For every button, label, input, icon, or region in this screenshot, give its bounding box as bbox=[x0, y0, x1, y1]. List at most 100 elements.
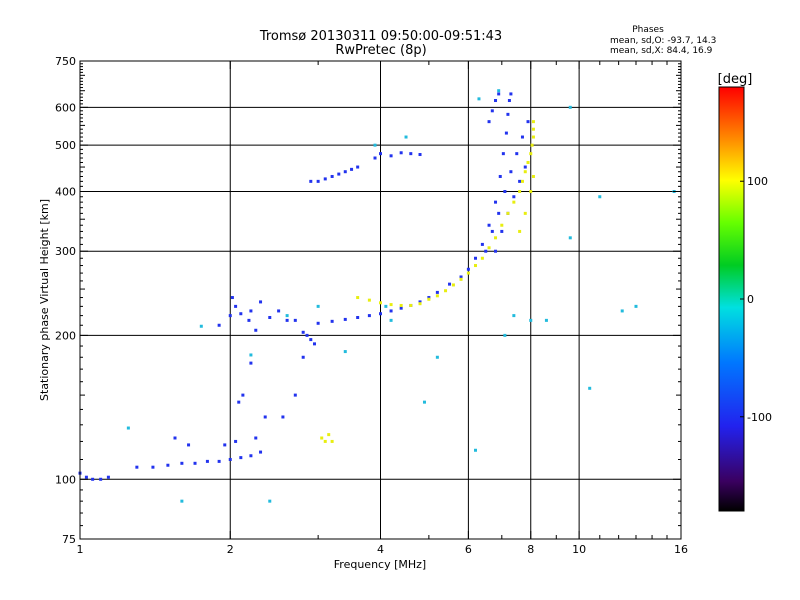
data-point bbox=[531, 174, 535, 178]
y-tick-label: 75 bbox=[62, 533, 76, 546]
grid-lines bbox=[80, 61, 681, 539]
data-point bbox=[459, 277, 463, 281]
data-point bbox=[404, 135, 408, 139]
data-point bbox=[293, 393, 297, 397]
data-point bbox=[466, 271, 470, 275]
y-axis-label: Stationary phase Virtual Height [km] bbox=[38, 199, 51, 401]
data-point bbox=[268, 499, 272, 503]
y-tick-label: 750 bbox=[55, 55, 76, 68]
data-point bbox=[480, 256, 484, 260]
data-point bbox=[512, 200, 516, 204]
data-point bbox=[187, 443, 191, 447]
data-point bbox=[531, 120, 535, 124]
data-point bbox=[343, 170, 347, 174]
x-tick-label: 4 bbox=[377, 543, 384, 556]
colorbar-label: [deg] bbox=[718, 72, 753, 87]
data-point bbox=[389, 309, 393, 313]
data-point bbox=[249, 361, 253, 365]
data-point bbox=[490, 229, 494, 233]
data-point bbox=[228, 457, 232, 461]
data-point bbox=[151, 465, 155, 469]
data-point bbox=[330, 174, 334, 178]
data-point bbox=[379, 301, 382, 305]
x-tick-label: 10 bbox=[572, 543, 586, 556]
data-point bbox=[373, 143, 377, 147]
data-point bbox=[418, 302, 422, 306]
y-tick-label: 100 bbox=[55, 473, 76, 486]
data-point bbox=[515, 152, 519, 156]
data-point bbox=[249, 454, 253, 458]
data-point bbox=[523, 170, 527, 174]
data-point bbox=[526, 160, 530, 164]
data-point bbox=[301, 330, 305, 334]
data-point bbox=[409, 152, 413, 156]
data-point bbox=[343, 350, 347, 354]
data-point bbox=[330, 439, 334, 443]
data-point bbox=[247, 318, 251, 322]
data-point bbox=[327, 433, 331, 437]
data-point bbox=[418, 300, 422, 304]
chart-title: Tromsø 20130311 09:50:00-09:51:43 bbox=[259, 29, 502, 44]
data-point bbox=[135, 465, 139, 469]
data-point bbox=[330, 319, 334, 323]
colorbar-gradient bbox=[719, 87, 744, 511]
data-point bbox=[568, 236, 572, 240]
axis-ticks: 1 2 4 6 8 10 16 75 100 200 300 400 500 600 750 bbox=[55, 55, 688, 556]
data-point bbox=[598, 195, 602, 199]
data-point bbox=[234, 304, 238, 308]
data-point bbox=[285, 314, 289, 318]
data-point bbox=[568, 105, 572, 109]
data-point bbox=[343, 317, 347, 321]
y-tick-label: 500 bbox=[55, 139, 76, 152]
data-point bbox=[418, 153, 422, 157]
data-point bbox=[285, 318, 289, 322]
x-tick-label: 16 bbox=[674, 543, 688, 556]
data-point bbox=[277, 309, 281, 313]
data-point bbox=[484, 249, 488, 253]
data-point bbox=[356, 315, 360, 319]
data-point bbox=[588, 386, 592, 390]
data-point bbox=[316, 304, 320, 308]
data-point bbox=[494, 236, 498, 240]
y-tick-label: 400 bbox=[55, 185, 76, 198]
data-point bbox=[500, 223, 504, 227]
x-tick-label: 2 bbox=[227, 543, 234, 556]
data-point bbox=[293, 318, 297, 322]
data-point bbox=[356, 165, 360, 169]
x-tick-label: 1 bbox=[77, 543, 84, 556]
data-point bbox=[239, 312, 243, 316]
data-point bbox=[389, 154, 393, 158]
data-point bbox=[506, 211, 510, 215]
data-point bbox=[84, 475, 88, 479]
data-point bbox=[494, 99, 498, 103]
data-point bbox=[501, 152, 505, 156]
data-point bbox=[249, 353, 253, 357]
data-point bbox=[399, 306, 403, 310]
x-axis-label: Frequency [MHz] bbox=[334, 558, 426, 571]
data-point bbox=[466, 267, 470, 271]
data-point bbox=[254, 328, 258, 332]
phase-stats-annotation: Phases mean, sd,O: -93.7, 14.3 mean, sd,… bbox=[610, 25, 716, 56]
data-point bbox=[239, 456, 243, 460]
data-point bbox=[356, 296, 360, 300]
data-point bbox=[384, 304, 388, 308]
data-point bbox=[459, 275, 463, 279]
phase-stats-heading: Phases bbox=[632, 25, 664, 35]
data-point bbox=[518, 189, 522, 193]
data-point bbox=[497, 92, 501, 96]
data-point bbox=[323, 439, 327, 443]
colorbar-tick-label: 100 bbox=[747, 175, 768, 188]
data-point bbox=[531, 135, 535, 139]
data-point bbox=[263, 415, 267, 419]
data-point bbox=[480, 242, 484, 246]
chart-subtitle: RwPretec (8p) bbox=[335, 43, 426, 58]
data-point bbox=[500, 229, 504, 233]
data-point bbox=[389, 303, 393, 307]
data-point bbox=[237, 400, 241, 404]
data-point bbox=[507, 99, 511, 103]
data-point bbox=[199, 324, 203, 328]
data-point bbox=[523, 165, 527, 169]
data-point bbox=[373, 156, 377, 160]
data-point bbox=[173, 436, 177, 440]
data-point bbox=[544, 318, 548, 322]
